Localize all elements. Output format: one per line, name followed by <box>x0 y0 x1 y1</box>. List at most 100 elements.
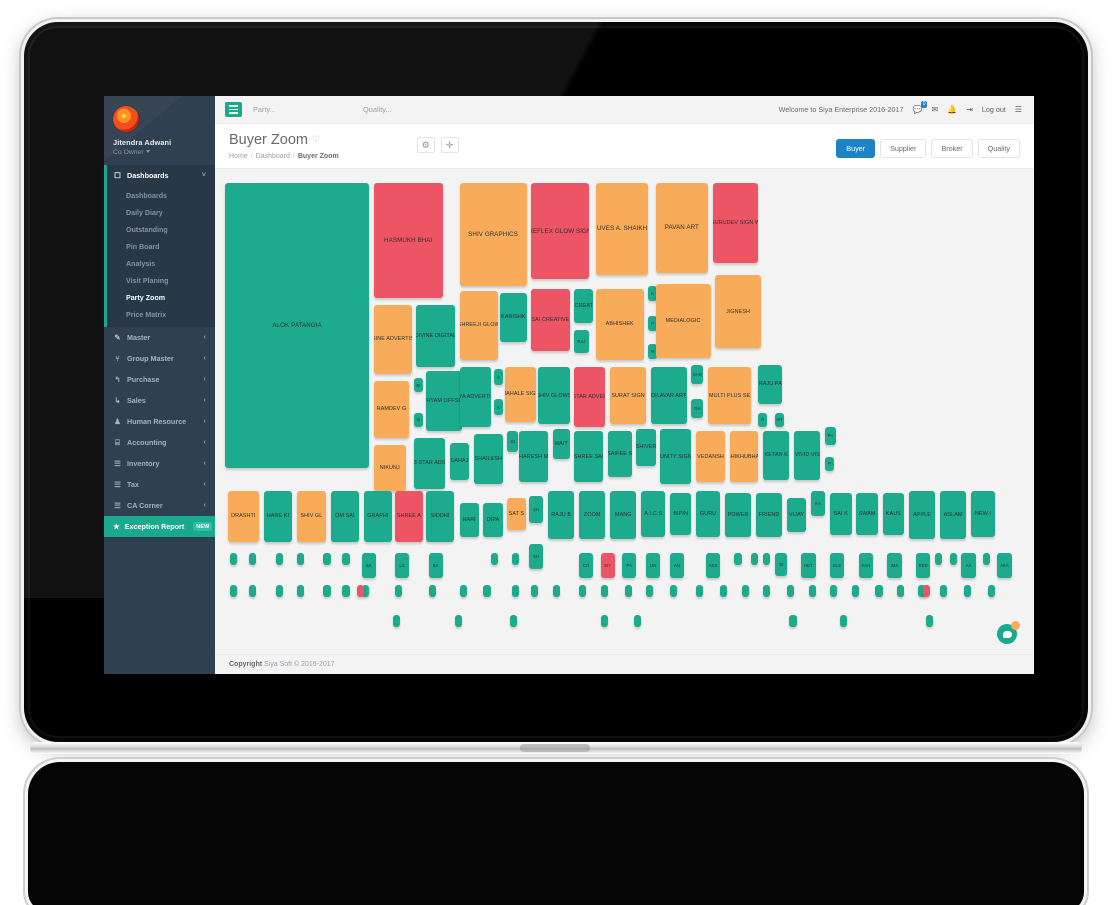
treemap-tile[interactable]: CREAT <box>574 288 594 324</box>
sidebar-group-group-master[interactable]: ⑂ Group Master ‹ <box>104 348 215 369</box>
treemap-tile[interactable]: HASMUKH BHAI <box>373 182 443 298</box>
treemap-tile[interactable]: RED <box>916 553 931 579</box>
sidebar-group-inventory[interactable]: ☰ Inventory ‹ <box>104 453 215 474</box>
treemap-tile-micro[interactable] <box>851 585 859 598</box>
sidebar-group-accounting[interactable]: ⌸ Accounting ‹ <box>104 432 215 453</box>
treemap-tile-micro[interactable] <box>275 553 283 566</box>
sidebar-group-link[interactable]: ☰ CA Corner ‹ <box>104 495 215 516</box>
treemap-tile[interactable]: G <box>414 412 423 427</box>
sidebar-group-link[interactable]: ⑂ Group Master ‹ <box>104 348 215 369</box>
treemap-tile[interactable]: SURAT SIGN <box>610 366 646 425</box>
sidebar-group-sales[interactable]: ↳ Sales ‹ <box>104 390 215 411</box>
sidebar-item-price-matrix[interactable]: Price Matrix <box>104 306 215 323</box>
treemap-tile-micro[interactable] <box>552 585 560 598</box>
treemap-tile[interactable]: AR <box>775 412 784 427</box>
treemap-tile-micro[interactable] <box>987 585 995 598</box>
treemap-tile-micro[interactable] <box>230 585 238 598</box>
treemap-tile[interactable]: SAI CREATIVE <box>531 288 570 351</box>
sidebar-item-label[interactable]: Party Zoom <box>126 293 166 302</box>
treemap-tile[interactable]: DILAVAR ART <box>650 366 687 425</box>
treemap-tile-micro[interactable] <box>323 553 331 566</box>
breadcrumb-home[interactable]: Home <box>229 152 248 160</box>
treemap-tile-micro[interactable] <box>512 585 520 598</box>
treemap-tile-micro[interactable] <box>918 585 926 598</box>
bell-icon[interactable]: 🔔 <box>947 104 958 114</box>
treemap-tile-micro[interactable] <box>323 585 331 598</box>
treemap-tile[interactable]: AA <box>961 553 976 579</box>
treemap-tile[interactable]: ASLAM <box>939 491 967 540</box>
treemap-tile[interactable]: CR <box>579 553 594 579</box>
treemap-tile-micro[interactable] <box>249 553 257 566</box>
sidebar-group-link[interactable]: ↰ Purchase ‹ <box>104 369 215 390</box>
treemap-tile[interactable]: HARESH M <box>519 431 549 482</box>
treemap-tile[interactable]: BA <box>361 553 376 579</box>
treemap-tile[interactable]: SH <box>528 495 544 524</box>
hamburger-icon[interactable] <box>225 102 242 117</box>
treemap-tile[interactable]: ABHISHEK <box>595 288 644 360</box>
treemap-tile-micro[interactable] <box>454 615 462 628</box>
treemap-tile-micro[interactable] <box>963 585 972 598</box>
list-icon[interactable]: ☰ <box>1014 104 1022 114</box>
treemap-tile-micro[interactable] <box>935 553 943 566</box>
search-quality-input[interactable]: Quality... <box>363 105 392 114</box>
treemap-tile-micro[interactable] <box>297 553 305 566</box>
treemap-tile[interactable]: HET <box>801 553 816 579</box>
treemap-tile-micro[interactable] <box>249 585 257 598</box>
filter-buyer-button[interactable]: Buyer <box>836 139 876 158</box>
treemap-tile-micro[interactable] <box>734 553 742 566</box>
treemap-tile[interactable]: FRIEND <box>755 493 783 538</box>
sidebar-group-ca-corner[interactable]: ☰ CA Corner ‹ <box>104 495 215 516</box>
treemap-tile[interactable]: SAI K <box>830 493 852 535</box>
treemap-tile[interactable]: BA <box>428 553 443 579</box>
treemap-tile-micro[interactable] <box>297 585 305 598</box>
treemap-tile[interactable]: KA <box>810 491 826 517</box>
treemap-tile[interactable]: JO <box>507 431 518 452</box>
treemap-tile[interactable]: JAY GURUDEV SIGN WORK <box>712 182 759 264</box>
treemap-tile[interactable]: GH <box>691 399 704 419</box>
sidebar-item-label[interactable]: Price Matrix <box>126 310 167 319</box>
filter-broker-button[interactable]: Broker <box>931 139 973 158</box>
treemap-tile-micro[interactable] <box>982 553 991 566</box>
treemap-tile-micro[interactable] <box>624 585 632 598</box>
treemap-tile-micro[interactable] <box>490 553 498 566</box>
sidebar-item-label[interactable]: Visit Planing <box>126 276 169 285</box>
treemap-tile-micro[interactable] <box>395 585 403 598</box>
treemap-tile-micro[interactable] <box>600 615 608 628</box>
treemap-tile-micro[interactable] <box>839 615 847 628</box>
sidebar-item-label[interactable]: Pin Board <box>126 242 160 251</box>
treemap-tile-micro[interactable] <box>356 585 364 598</box>
treemap-tile[interactable]: PA <box>622 553 637 579</box>
sidebar-group-dashboards[interactable]: ☐ Dashboards ˅ Dashboards Daily Diary Outstan… <box>104 165 215 327</box>
treemap-tile[interactable]: RAJ <box>574 330 589 354</box>
sidebar-item-label[interactable]: Outstanding <box>126 225 168 234</box>
treemap-tile[interactable]: 3 STAR ADS <box>414 438 446 489</box>
treemap-tile[interactable]: K <box>494 369 504 386</box>
treemap-tile[interactable]: SWAM <box>856 493 878 535</box>
treemap-tile-micro[interactable] <box>230 553 238 566</box>
treemap-tile[interactable]: DIPA <box>483 502 503 538</box>
plus-icon[interactable]: ✛ <box>440 137 459 153</box>
treemap-tile[interactable]: POWER <box>724 493 752 538</box>
treemap-tile-micro[interactable] <box>925 615 933 628</box>
sidebar-group-link[interactable]: ✎ Master ‹ <box>104 327 215 348</box>
treemap-tile[interactable]: UNITY SIGN <box>660 428 692 485</box>
treemap-tile-micro[interactable] <box>923 585 931 598</box>
treemap-tile-micro[interactable] <box>342 585 350 598</box>
treemap-tile-micro[interactable] <box>275 585 283 598</box>
treemap-tile[interactable]: MANG <box>610 491 637 540</box>
treemap-tile[interactable]: IMA <box>887 553 902 579</box>
treemap-tile-micro[interactable] <box>896 585 905 598</box>
filter-quality-button[interactable]: Quality <box>977 139 1020 158</box>
treemap-tile[interactable]: OM SAI <box>330 491 360 542</box>
treemap-tile[interactable]: SAIFEE S <box>607 431 632 478</box>
treemap-tile[interactable]: SAR <box>691 364 704 384</box>
breadcrumb-dashboard[interactable]: Dashboard <box>255 152 290 160</box>
sidebar-item-visit-planing[interactable]: Visit Planing <box>104 272 215 289</box>
treemap-tile[interactable]: K <box>648 286 657 302</box>
sidebar-group-tax[interactable]: ☰ Tax ‹ <box>104 474 215 495</box>
avatar[interactable] <box>113 106 139 132</box>
treemap-tile[interactable]: SAT S <box>507 497 526 531</box>
treemap-tile-micro[interactable] <box>459 585 467 598</box>
treemap-tile[interactable]: APPLE <box>908 491 936 540</box>
treemap-tile[interactable]: K <box>494 399 504 416</box>
